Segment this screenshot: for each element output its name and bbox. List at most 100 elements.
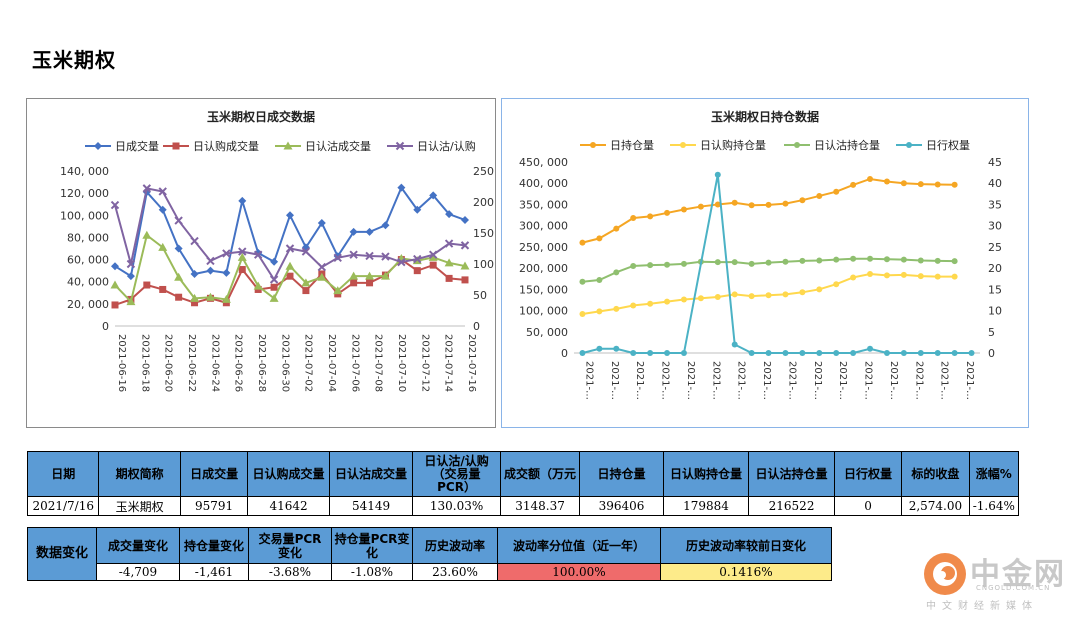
chart2-point — [833, 350, 840, 356]
chart2-point — [714, 259, 721, 266]
col-oi-pcr-change-line1: 持仓量PCR变 — [334, 531, 410, 546]
col-volume: 日成交量 — [179, 451, 249, 497]
chart1-point — [302, 287, 310, 295]
change-table-header-row: 数据变化 成交量变化 持仓量变化 交易量PCR 变化 持仓量PCR变 化 历史波… — [27, 527, 832, 581]
chart1-x-tick: 2021-06-22 — [186, 334, 197, 392]
chart2-series-line — [582, 174, 972, 354]
col-date: 日期 — [26, 451, 100, 497]
summary-table: 日期 期权简称 日成交量 日认购成交量 日认沽成交量 日认沽/认购 （交易量 P… — [26, 451, 1020, 516]
chart2-point — [968, 350, 975, 356]
chart2-point — [883, 272, 890, 279]
chart2-point — [613, 225, 620, 232]
chart2-point — [917, 273, 924, 280]
chart2-x-tick: 2021-… — [710, 361, 721, 400]
chart1-y-right-tick: 200 — [473, 196, 494, 209]
chart1-point — [397, 183, 406, 192]
col-call-volume: 日认购成交量 — [247, 451, 330, 497]
chart1-y-left-tick: 0 — [102, 320, 109, 333]
chart2-y-left-tick: 50, 000 — [526, 326, 568, 339]
chart1-point — [253, 281, 263, 290]
cell-vol-percentile: 100.00% — [497, 563, 661, 581]
chart2-point — [579, 239, 586, 246]
cell-date: 2021/7/16 — [26, 496, 100, 516]
chart1-point — [238, 196, 247, 205]
chart1-point — [110, 280, 120, 289]
chart1-point — [413, 254, 422, 264]
chart1-x-tick: 2021-06-26 — [233, 334, 244, 392]
chart1-point — [238, 247, 247, 256]
chart1-point — [110, 200, 120, 210]
chart1-point — [381, 252, 390, 261]
cell-hist-vol: 23.60% — [412, 563, 498, 581]
chart2-point — [748, 260, 755, 267]
chart2-point — [664, 350, 671, 356]
chart2-point — [799, 289, 806, 296]
chart-volume: 玉米期权日成交数据 日成交量 日认购成交量 日认沽成交量 日认沽/认购 0 20, 000 4… — [26, 98, 496, 428]
summary-table-header-row: 日期 期权简称 日成交量 日认购成交量 日认沽成交量 日认沽/认购 （交易量 P… — [26, 451, 1020, 497]
cell-open-interest: 396406 — [579, 496, 664, 516]
chart1-y-left-tick: 40, 000 — [67, 276, 109, 289]
chart2-point — [630, 350, 637, 356]
change-row-header: 数据变化 — [27, 527, 97, 581]
chart1-x-tick: 2021-07-14 — [443, 334, 454, 392]
col-put-volume: 日认沽成交量 — [328, 451, 414, 497]
col-underlying-close: 标的收盘 — [901, 451, 970, 497]
chart1-legend-item: 日认沽/认购 — [387, 139, 476, 153]
chart1-x-tick: 2021-07-16 — [466, 334, 477, 392]
chart1-point — [111, 262, 119, 271]
chart1-point — [429, 191, 438, 200]
chart2-point — [765, 201, 772, 208]
chart1-y-right-tick: 100 — [473, 258, 494, 271]
chart1-x-tick: 2021-07-06 — [349, 334, 360, 392]
chart1-point — [270, 283, 278, 291]
chart1-point — [444, 239, 454, 248]
chart2-point — [782, 200, 789, 207]
chart2-series — [579, 171, 975, 356]
chart1-x-tick: 2021-06-24 — [209, 334, 220, 392]
chart2-x-tick: 2021-… — [786, 361, 797, 400]
chart2-point — [850, 274, 857, 281]
chart1-point — [142, 230, 152, 239]
chart1-legend-marker — [283, 141, 293, 150]
chart2-point — [951, 273, 958, 280]
chart1-point — [174, 244, 183, 253]
chart1-point — [269, 275, 279, 284]
chart1-point — [461, 215, 469, 224]
cngold-logo-icon — [924, 553, 966, 595]
chart1-legend-item: 日认购成交量 — [163, 139, 259, 153]
chart1-point — [428, 252, 438, 261]
watermark-subtitle: 中文财经新媒体 — [926, 601, 1038, 612]
col-volume-pcr-line2: （交易量 — [432, 466, 481, 481]
chart2-point — [731, 291, 738, 298]
chart1-point — [365, 271, 375, 280]
chart1-point — [317, 262, 327, 272]
col-option-name: 期权简称 — [98, 451, 181, 497]
chart2-point — [816, 286, 823, 293]
col-vol-percentile: 波动率分位值（近一年） — [497, 527, 661, 564]
chart2-x-tick: 2021-… — [964, 361, 975, 400]
cell-put-oi: 216522 — [748, 496, 835, 516]
chart2-y-right-tick: 45 — [988, 156, 1002, 169]
chart1-point — [365, 251, 374, 261]
chart2-point — [697, 203, 704, 210]
chart2-point — [867, 345, 874, 352]
chart2-point — [816, 350, 823, 356]
chart2-point — [782, 291, 789, 298]
chart2-series — [579, 175, 958, 246]
chart1-point — [285, 261, 295, 270]
chart1-point — [428, 250, 438, 259]
chart2-legend-item: 日认沽持仓量 — [784, 138, 880, 152]
chart2-y-right-tick: 10 — [988, 305, 1002, 318]
chart1-point — [126, 272, 135, 281]
change-table: 数据变化 成交量变化 持仓量变化 交易量PCR 变化 持仓量PCR变 化 历史波… — [27, 527, 832, 581]
chart1-point — [190, 236, 199, 246]
chart1-point — [445, 274, 453, 282]
cell-exercise: 0 — [833, 496, 903, 516]
chart2-point — [900, 256, 907, 263]
col-call-oi: 日认购持仓量 — [662, 451, 750, 497]
chart1-point — [205, 292, 215, 301]
chart2-point — [630, 262, 637, 269]
chart1-point — [380, 271, 390, 280]
col-volume-pcr: 日认沽/认购 （交易量 PCR） — [412, 451, 501, 497]
chart1-point — [206, 256, 215, 266]
